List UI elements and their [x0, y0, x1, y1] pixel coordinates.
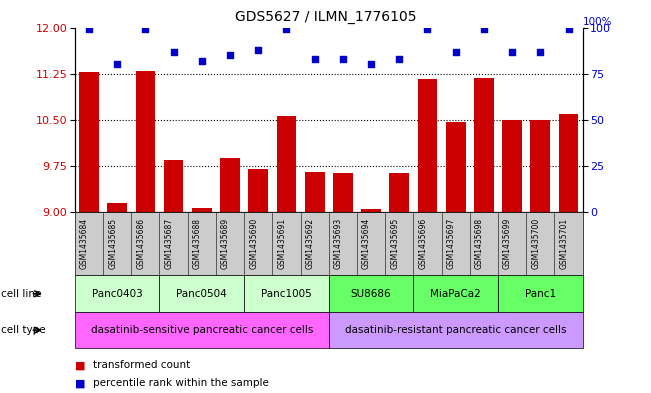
Text: GSM1435695: GSM1435695: [391, 218, 399, 269]
Bar: [446, 122, 465, 212]
Bar: [277, 116, 296, 212]
Text: GSM1435689: GSM1435689: [221, 218, 230, 269]
Text: GSM1435694: GSM1435694: [362, 218, 371, 269]
Point: [450, 48, 461, 55]
Point: [309, 56, 320, 62]
Text: cell line: cell line: [1, 289, 42, 299]
Point: [507, 48, 518, 55]
Bar: [305, 172, 324, 212]
Text: GSM1435684: GSM1435684: [80, 218, 89, 269]
Bar: [192, 208, 212, 212]
Bar: [107, 203, 127, 212]
Text: dasatinib-sensitive pancreatic cancer cells: dasatinib-sensitive pancreatic cancer ce…: [90, 325, 313, 335]
Point: [253, 46, 264, 53]
Point: [225, 52, 235, 58]
Bar: [389, 173, 409, 212]
Text: percentile rank within the sample: percentile rank within the sample: [93, 378, 269, 388]
Text: GSM1435701: GSM1435701: [560, 218, 568, 269]
Bar: [531, 120, 550, 212]
Text: GSM1435693: GSM1435693: [334, 218, 343, 269]
Bar: [79, 72, 99, 212]
Text: SU8686: SU8686: [351, 289, 391, 299]
Bar: [361, 209, 381, 212]
Text: transformed count: transformed count: [93, 360, 190, 371]
Text: GSM1435697: GSM1435697: [447, 218, 456, 269]
Bar: [220, 158, 240, 212]
Text: GDS5627 / ILMN_1776105: GDS5627 / ILMN_1776105: [235, 10, 416, 24]
Bar: [164, 160, 184, 212]
Point: [338, 56, 348, 62]
Text: 100%: 100%: [583, 17, 612, 27]
Text: MiaPaCa2: MiaPaCa2: [430, 289, 481, 299]
Point: [422, 26, 433, 33]
Point: [84, 26, 94, 33]
Text: GSM1435699: GSM1435699: [503, 218, 512, 269]
Point: [478, 26, 489, 33]
Point: [140, 26, 150, 33]
Text: GSM1435698: GSM1435698: [475, 218, 484, 269]
Text: GSM1435691: GSM1435691: [277, 218, 286, 269]
Point: [112, 61, 122, 68]
Text: GSM1435688: GSM1435688: [193, 218, 202, 269]
Text: Panc0403: Panc0403: [92, 289, 143, 299]
Bar: [333, 173, 353, 212]
Text: GSM1435700: GSM1435700: [531, 218, 540, 269]
Text: cell type: cell type: [1, 325, 46, 335]
Point: [281, 26, 292, 33]
Bar: [248, 169, 268, 212]
Point: [366, 61, 376, 68]
Bar: [474, 78, 493, 212]
Point: [535, 48, 546, 55]
Bar: [503, 120, 522, 212]
Text: GSM1435685: GSM1435685: [108, 218, 117, 269]
Text: Panc1: Panc1: [525, 289, 556, 299]
Bar: [418, 79, 437, 212]
Text: GSM1435686: GSM1435686: [137, 218, 145, 269]
Text: GSM1435687: GSM1435687: [165, 218, 174, 269]
Point: [197, 58, 207, 64]
Point: [394, 56, 404, 62]
Text: ■: ■: [75, 360, 85, 371]
Text: dasatinib-resistant pancreatic cancer cells: dasatinib-resistant pancreatic cancer ce…: [345, 325, 566, 335]
Text: GSM1435696: GSM1435696: [419, 218, 428, 269]
Point: [563, 26, 574, 33]
Point: [169, 48, 179, 55]
Text: Panc1005: Panc1005: [261, 289, 312, 299]
Text: Panc0504: Panc0504: [176, 289, 227, 299]
Bar: [135, 71, 155, 212]
Text: GSM1435692: GSM1435692: [306, 218, 314, 269]
Text: GSM1435690: GSM1435690: [249, 218, 258, 269]
Text: ■: ■: [75, 378, 85, 388]
Bar: [559, 114, 578, 212]
